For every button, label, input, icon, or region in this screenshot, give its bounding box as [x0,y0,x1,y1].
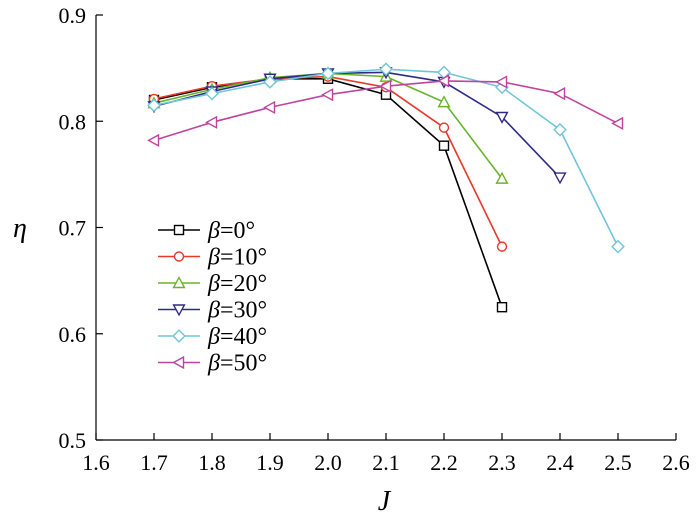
x-tick-label: 1.7 [140,450,168,475]
x-tick-label: 1.6 [82,450,110,475]
y-tick-label: 0.9 [59,3,87,28]
y-tick-label: 0.8 [59,109,87,134]
data-point [553,172,567,185]
data-point [495,171,509,184]
data-point [437,95,451,108]
legend-item: β=40° [158,324,267,350]
legend-item: β=10° [158,245,267,271]
legend-marker [172,355,185,370]
legend-value: =10° [220,245,267,271]
legend-item: β=0° [158,218,255,244]
x-tick-label: 2.1 [372,450,400,475]
legend-item: β=20° [158,271,267,297]
legend-value: =50° [220,351,267,377]
legend-symbol: β [207,324,220,350]
axes: 1.6 1.7 1.8 1.9 2.0 2.1 2.2 2.3 2.4 2.5 2.6 0.5 0.6 0… [59,3,690,475]
data-point [437,74,450,88]
legend-label: β=30° [207,298,267,324]
series-layer [147,62,625,313]
data-point [263,100,276,115]
data-point [611,116,624,130]
data-point [553,122,567,137]
x-tick-label: 1.9 [256,450,284,475]
legend-label: β=50° [207,351,267,377]
legend-value: =20° [220,271,267,297]
series-line [153,78,503,308]
legend-symbol: β [207,351,220,377]
legend: β=0°β=10°β=20°β=30°β=40°β=50° [158,218,267,377]
data-point [438,140,450,151]
legend-marker [172,276,186,289]
legend-value: =0° [220,218,255,244]
x-tick-label: 1.8 [198,450,226,475]
data-point [495,75,508,89]
legend-marker [173,251,185,262]
data-point [263,75,277,89]
legend-item: β=50° [158,351,267,377]
data-point [496,241,508,252]
legend-value: =40° [220,324,267,350]
legend-symbol: β [207,218,220,244]
series-0 [148,73,508,313]
series-5 [147,74,624,147]
legend-label: β=10° [207,245,267,271]
legend-label: β=40° [207,324,267,350]
x-axis-title: J [378,486,392,517]
data-point [379,79,392,93]
data-point [205,86,219,101]
series-line [153,71,561,179]
x-tick-label: 2.5 [604,450,632,475]
series-4 [147,62,625,254]
series-1 [148,71,508,252]
x-tick-label: 2.0 [314,450,342,475]
legend-item: β=30° [158,298,267,324]
data-point [553,87,566,101]
data-point [147,133,160,147]
data-point [611,239,625,254]
y-tick-label: 0.5 [59,428,87,453]
x-tick-label: 2.3 [488,450,516,475]
data-point [205,115,218,129]
legend-label: β=0° [207,218,255,244]
legend-label: β=20° [207,271,267,297]
data-point [495,111,509,124]
legend-symbol: β [207,271,220,297]
legend-marker [173,224,185,236]
data-point [379,62,393,77]
data-point [438,122,450,133]
y-axis-title: η [13,213,27,244]
data-point [147,98,161,113]
legend-value: =30° [220,298,267,324]
legend-symbol: β [207,245,220,271]
y-tick-label: 0.6 [59,322,87,347]
y-tick-label: 0.7 [59,216,87,241]
data-point [321,66,335,81]
x-tick-label: 2.6 [662,450,690,475]
data-point [496,301,508,313]
legend-marker [172,329,186,343]
legend-marker [172,304,186,317]
x-tick-label: 2.2 [430,450,458,475]
legend-symbol: β [207,298,220,324]
x-tick-label: 2.4 [546,450,574,475]
data-point [321,88,334,102]
